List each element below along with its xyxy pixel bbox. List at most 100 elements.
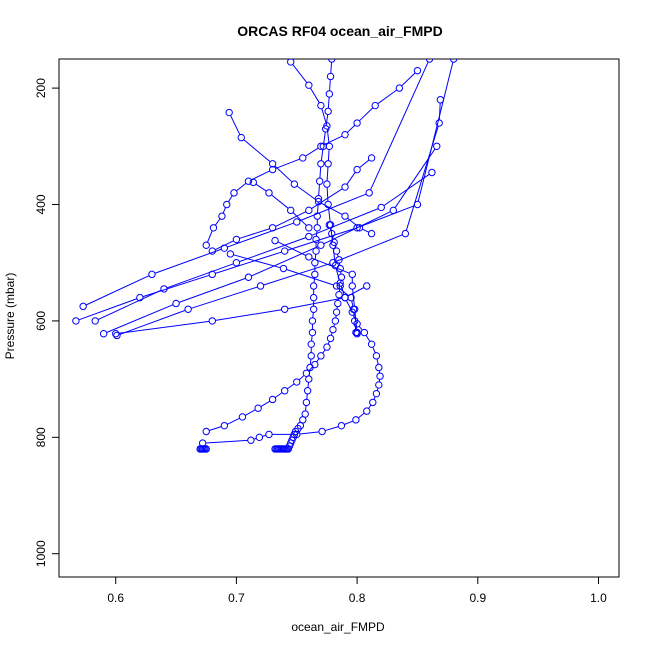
series-line-segment [275,211,307,227]
data-point [350,305,359,313]
series-line-segment [365,335,371,342]
series-line-segment [274,165,293,183]
series-line-segment [292,64,308,83]
data-point [311,360,319,369]
data-point [309,293,318,302]
data-point [293,378,301,386]
data-point [348,282,356,290]
series-line-segment [311,335,313,342]
data-point [341,212,349,220]
series-line-segment [323,211,391,245]
data-point [363,407,371,415]
data-point [311,270,319,279]
data-point [160,285,168,293]
data-point [376,372,384,380]
series-line-segment [417,61,454,202]
series-line-segment [329,79,331,91]
x-tick-label: 0.9 [469,591,486,605]
data-point [293,218,301,226]
data-point [365,189,373,197]
series-line-segment [312,312,314,318]
series-line-segment [327,97,330,109]
series-line-segment [292,212,307,226]
data-point [280,247,289,255]
data-point [208,317,216,325]
series-line-segment [322,349,326,354]
series-line-segment [372,346,376,354]
series-line-segment [359,107,374,122]
data-point [148,270,156,279]
series-line-segment [255,183,267,192]
series-line-segment [352,289,355,307]
series-line-segment [327,341,330,345]
series-line-segment [205,439,248,444]
data-point [317,241,325,249]
data-point [433,142,441,151]
series-line-segment [154,248,222,274]
data-point [72,317,80,325]
data-point [268,165,277,174]
data-point [315,177,324,185]
series-line-segment [222,207,226,214]
data-point [287,59,295,66]
data-point [335,291,343,299]
data-point [337,421,346,430]
series-line-segment [320,149,324,161]
series-line-segment [118,320,210,334]
data-point [341,183,349,191]
data-point [329,325,337,334]
series-line-segment [346,171,356,185]
data-point [299,154,307,162]
data-point [449,59,458,63]
data-point [363,282,371,290]
series-line-segment [271,194,289,209]
series-line-segment [308,366,313,372]
series-line-segment [325,426,339,432]
data-point [287,206,295,215]
data-point [436,96,445,104]
series-line-segment [251,246,319,277]
y-axis: 200 400 600 800 1000 [34,78,60,567]
data-point [353,320,361,328]
data-point [208,247,216,255]
data-point [360,328,369,337]
series-line-segment [260,400,271,407]
series-line-segment [347,217,358,227]
data-point [369,398,377,407]
series-line-segment [318,184,320,196]
series-line-segment [166,263,234,289]
series-line-segment [344,420,354,425]
data-point [341,130,349,139]
data-point [323,180,331,188]
series-line-segment [310,87,320,104]
data-point [308,328,317,337]
series-line-segment [287,297,342,310]
data-point [226,250,235,258]
series-line-segment [323,131,326,144]
series-line-segment [275,158,300,169]
data-point [247,436,255,444]
data-point [335,256,343,264]
series-line-segment [97,289,162,321]
y-axis-label: Pressure (mbar) [3,273,17,360]
x-tick-label: 0.6 [107,591,124,605]
series-line-segment [335,234,403,262]
data-point [375,381,383,389]
data-point [313,224,321,232]
data-point [279,264,288,273]
data-point [355,224,364,232]
series-line-segment [326,166,329,181]
series-line-segment [309,358,312,365]
series-line-segment [274,392,283,399]
series-line-segment [233,254,281,269]
data-point [249,178,258,187]
series-line-segment [228,195,233,203]
series-line-segment [438,102,441,120]
data-point [323,122,331,130]
series-line-segment [215,309,282,321]
data-point [244,273,253,281]
series-line-segment [215,251,282,274]
data-point [367,229,376,238]
series-line-segment [262,434,267,437]
